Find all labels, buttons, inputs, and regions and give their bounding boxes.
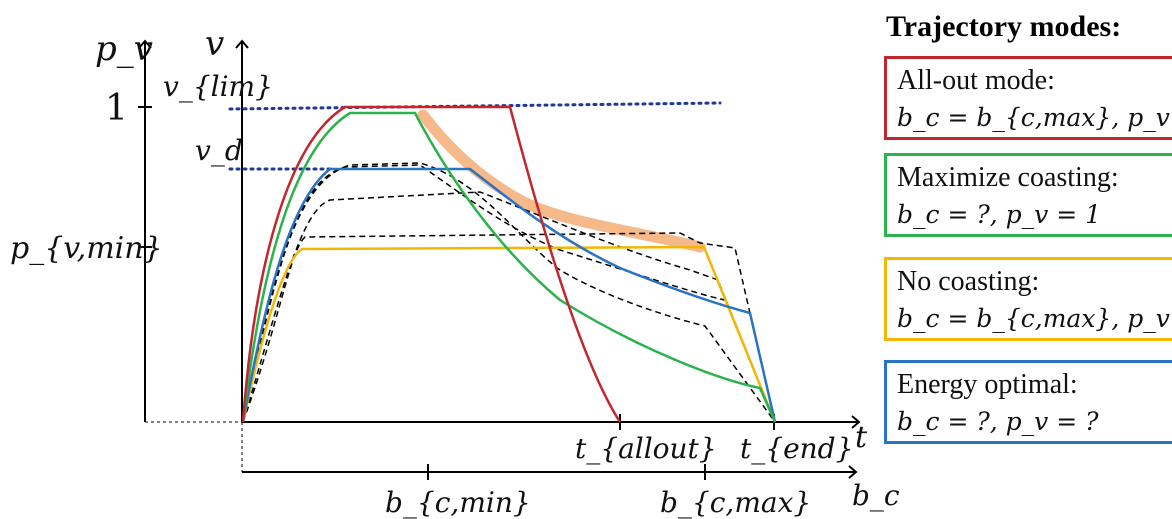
dashed-trajectory-2: [242, 191, 776, 423]
legend-item-formula: b_c = ?, p_v = 1: [897, 200, 1102, 229]
optimal-envelope: [417, 109, 706, 253]
legend-item-name: Energy optimal:: [897, 369, 1078, 400]
dashed-trajectory-3: [242, 232, 776, 423]
bcmin-label: b_{c,min}: [385, 486, 531, 519]
legend-item-energy-optimal: Energy optimal: b_c = ?, p_v = ?: [884, 360, 1172, 444]
t-axis-label: t: [855, 420, 868, 455]
vd-label: v_d: [195, 134, 243, 167]
pv-axis-label: p_v: [95, 29, 153, 69]
legend-item-formula: b_c = b_{c,max}, p_v = ?: [897, 304, 1172, 333]
tick-1-label: 1: [105, 88, 128, 129]
legend-item-all-out: All-out mode: b_c = b_{c,max}, p_v = 1: [884, 56, 1172, 140]
trajectory-max-coasting: [241, 111, 777, 423]
tend-label: t_{end}: [740, 432, 853, 465]
trajectory-all-out: [241, 105, 622, 423]
legend-item-name: All-out mode:: [897, 65, 1055, 96]
legend-item-no-coasting: No coasting: b_c = b_{c,max}, p_v = ?: [884, 257, 1172, 341]
legend-item-name: Maximize coasting:: [897, 162, 1119, 193]
trajectory-energy-optimal: [241, 167, 777, 423]
bc-axis-label: b_c: [852, 479, 900, 512]
legend-item-formula: b_c = ?, p_v = ?: [897, 407, 1099, 436]
dashed-trajectory-4: [242, 164, 776, 423]
tallout-label: t_{allout}: [575, 432, 717, 465]
legend-item-max-coasting: Maximize coasting: b_c = ?, p_v = 1: [884, 153, 1172, 237]
bcmax-label: b_{c,max}: [660, 486, 811, 519]
trajectory-no-coasting: [241, 245, 777, 423]
vlim-label: v_{lim}: [163, 70, 273, 103]
tick-pvmin-label: p_{v,min}: [10, 231, 163, 266]
legend-item-formula: b_c = b_{c,max}, p_v = 1: [897, 103, 1172, 132]
legend-title: Trajectory modes:: [886, 10, 1122, 43]
legend-item-name: No coasting:: [897, 266, 1040, 297]
v-axis-label: v: [205, 24, 224, 64]
